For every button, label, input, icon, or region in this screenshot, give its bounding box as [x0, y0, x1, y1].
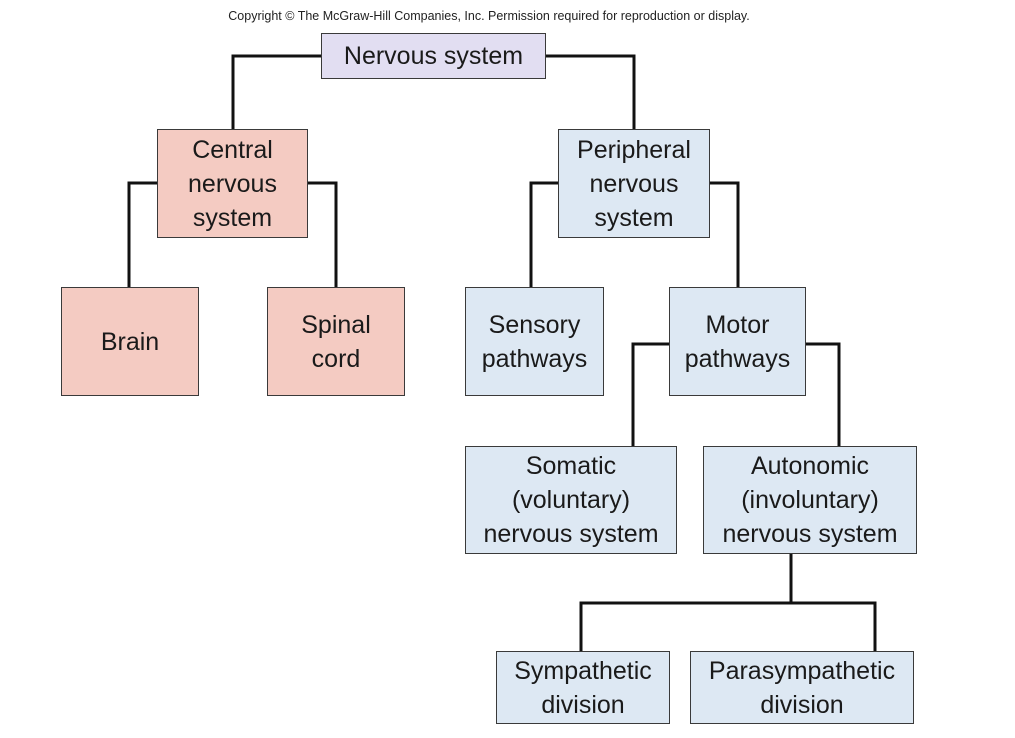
connector-peripheral-sensory — [529, 181, 558, 287]
node-nervous-system: Nervous system — [321, 33, 546, 79]
node-brain: Brain — [61, 287, 199, 396]
node-label: system — [192, 203, 273, 232]
node-label: Motor — [705, 310, 770, 339]
node-sensory-pathways: Sensory pathways — [465, 287, 604, 396]
node-label: Sympathetic — [514, 656, 652, 685]
node-autonomic-nervous-system: Autonomic (involuntary) nervous system — [703, 446, 917, 554]
node-sympathetic-division: Sympathetic division — [496, 651, 670, 724]
connector-split-branches — [579, 601, 877, 651]
node-label: Parasympathetic — [708, 656, 896, 685]
node-label: (voluntary) — [511, 486, 631, 514]
node-label: Spinal — [301, 310, 371, 339]
node-label: nervous system — [722, 520, 898, 548]
node-label: division — [760, 690, 844, 719]
node-label: nervous system — [483, 520, 659, 548]
node-label: (involuntary) — [741, 486, 879, 514]
connector-motor-somatic — [631, 342, 669, 446]
node-motor-pathways: Motor pathways — [669, 287, 806, 396]
connector-root-central — [231, 54, 321, 129]
connector-central-brain — [127, 181, 157, 287]
copyright-notice: Copyright © The McGraw-Hill Companies, I… — [228, 9, 750, 23]
node-peripheral-nervous-system: Peripheral nervous system — [558, 129, 710, 238]
node-label: pathways — [684, 344, 791, 373]
node-label: pathways — [481, 344, 588, 373]
node-label: Autonomic — [750, 452, 870, 480]
node-label: Nervous system — [343, 42, 524, 70]
node-label: Brain — [100, 327, 160, 356]
connector-root-peripheral — [546, 54, 636, 129]
node-label: Sensory — [488, 310, 581, 339]
node-label: Somatic — [525, 452, 617, 480]
node-label: system — [594, 203, 674, 232]
node-label: nervous — [589, 169, 679, 198]
connector-central-spinal — [308, 181, 338, 287]
connector-peripheral-motor — [710, 181, 740, 287]
node-label: Central — [192, 135, 273, 164]
node-label: cord — [311, 344, 361, 373]
node-parasympathetic-division: Parasympathetic division — [690, 651, 914, 724]
node-label: Peripheral — [577, 135, 691, 164]
node-label: division — [541, 690, 625, 719]
node-somatic-nervous-system: Somatic (voluntary) nervous system — [465, 446, 677, 554]
node-label: nervous — [188, 169, 277, 198]
node-central-nervous-system: Central nervous system — [157, 129, 308, 238]
connector-motor-autonomic — [806, 342, 841, 446]
node-spinal-cord: Spinal cord — [267, 287, 405, 396]
